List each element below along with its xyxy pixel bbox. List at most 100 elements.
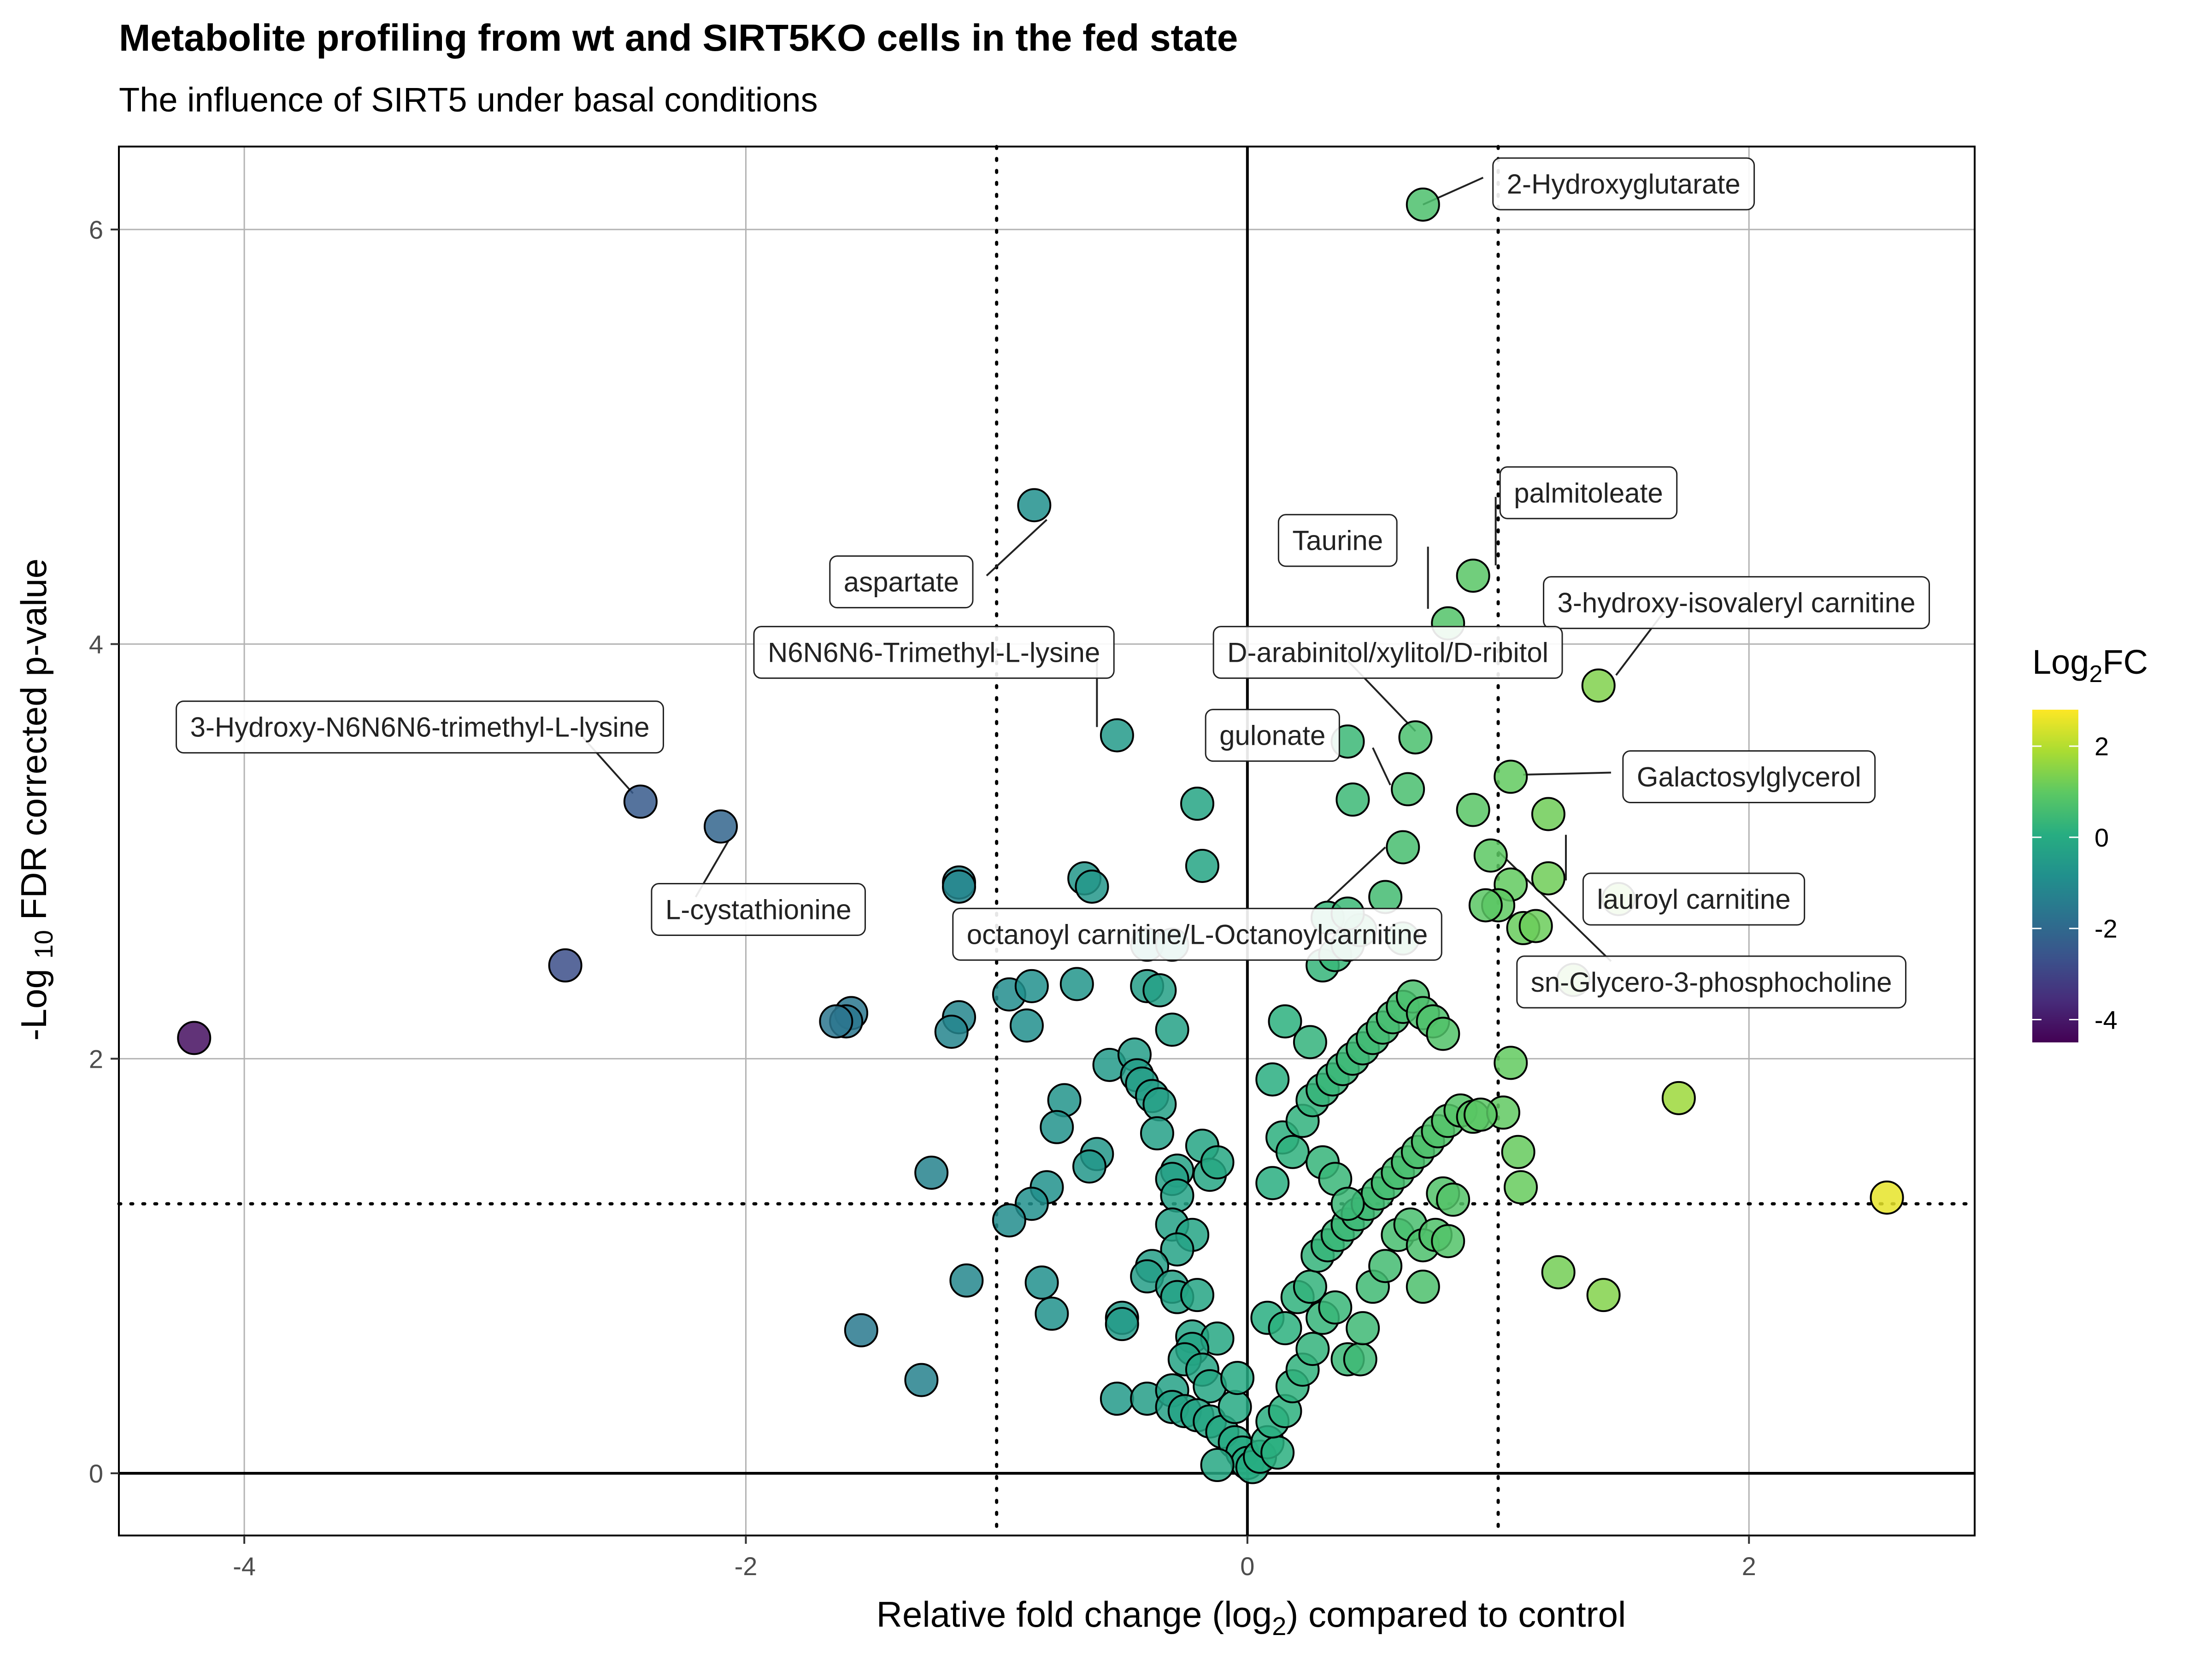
annotation-label-text: D-arabinitol/xylitol/D-ribitol: [1227, 637, 1548, 668]
chart-subtitle: The influence of SIRT5 under basal condi…: [119, 81, 818, 119]
data-point: [1017, 488, 1052, 523]
data-point: [1406, 187, 1440, 222]
annotation-label: sn-Glycero-3-phosphocholine: [1516, 955, 1906, 1009]
color-legend: Log2FC -4 -2 0 2: [2032, 643, 2148, 1042]
data-point: [1180, 787, 1215, 821]
data-point: [1531, 797, 1565, 831]
data-point: [1398, 720, 1433, 755]
data-point: [1456, 559, 1490, 593]
annotation-label-text: Taurine: [1292, 525, 1383, 556]
data-point: [1456, 793, 1490, 827]
annotation-label-box: [1212, 626, 1563, 679]
annotation-leader: [986, 519, 1047, 577]
annotation-label: Galactosylglycerol: [1622, 750, 1876, 804]
data-point: [1295, 1332, 1330, 1366]
data-point: [1105, 1307, 1139, 1341]
colorbar-tick-label: 0: [2094, 823, 2109, 852]
annotation-label-box: [1543, 576, 1930, 629]
data-point: [1275, 1135, 1310, 1169]
data-point: [1100, 1382, 1134, 1416]
data-point: [1160, 1232, 1194, 1267]
data-point: [1260, 1435, 1295, 1470]
data-point: [1335, 782, 1370, 817]
annotation-label-text: 2-Hydroxyglutarate: [1507, 169, 1741, 200]
annotation-label-text: sn-Glycero-3-phosphocholine: [1531, 967, 1892, 998]
data-point: [1293, 1025, 1327, 1059]
annotation-label: palmitoleate: [1499, 466, 1678, 519]
data-point: [949, 1263, 984, 1298]
data-point: [1318, 1290, 1353, 1325]
data-point: [1142, 973, 1177, 1007]
data-point: [1155, 1012, 1189, 1047]
data-point: [1140, 1116, 1174, 1151]
annotation-label: lauroyl carnitine: [1582, 872, 1806, 926]
chart-title: Metabolite profiling from wt and SIRT5KO…: [119, 17, 1238, 59]
annotation-label: 3-Hydroxy-N6N6N6-trimethyl-L-lysine: [176, 700, 664, 754]
data-point: [1268, 1311, 1302, 1346]
data-point: [1473, 838, 1508, 873]
data-point: [1255, 1166, 1290, 1200]
data-point: [1075, 869, 1109, 904]
data-point: [1268, 1004, 1302, 1039]
annotation-label-text: palmitoleate: [1514, 477, 1663, 508]
colorbar-tick-label: 2: [2094, 732, 2109, 761]
plot-panel-border: [118, 146, 1976, 1536]
annotation-label-box: [1492, 157, 1755, 211]
data-point: [1661, 1081, 1696, 1115]
annotation-label-box: [829, 555, 974, 609]
data-point: [623, 784, 658, 819]
data-point: [1494, 1046, 1528, 1080]
data-point: [1180, 1278, 1215, 1312]
data-point: [1059, 967, 1094, 1001]
annotation-label-text: lauroyl carnitine: [1597, 884, 1790, 915]
annotation-label: gulonate: [1205, 709, 1340, 762]
colorbar-ticks: -4 -2 0 2: [2032, 732, 2118, 1035]
data-point: [942, 869, 977, 904]
annotation-label: octanoyl carnitine/L-Octanoylcarnitine: [952, 907, 1442, 961]
annotation-label-text: 3-Hydroxy-N6N6N6-trimethyl-L-lysine: [190, 712, 650, 743]
x-tick-label: 0: [1240, 1552, 1254, 1581]
data-point: [1100, 718, 1134, 753]
data-point: [1870, 1180, 1904, 1215]
annotation-label: L-cystathionine: [651, 882, 866, 936]
annotation-label-text: gulonate: [1219, 720, 1325, 751]
x-tick-label: -4: [233, 1552, 256, 1581]
data-point: [1160, 1178, 1194, 1213]
data-point: [1255, 1062, 1290, 1097]
annotation-label-box: [1622, 750, 1876, 804]
data-point: [1218, 1390, 1252, 1424]
colorbar-tick-label: -4: [2094, 1006, 2118, 1035]
axis-ticks: -4 -2 0 2 0 2 4 6: [89, 215, 1756, 1581]
annotation-label: 2-Hydroxyglutarate: [1492, 157, 1755, 211]
data-point: [548, 948, 582, 982]
annotation-label-box: [1499, 466, 1678, 519]
colorbar: [2032, 710, 2078, 1042]
annotation-label-text: aspartate: [844, 567, 959, 598]
data-point: [992, 1203, 1026, 1238]
data-point: [1504, 1170, 1538, 1205]
x-tick-label: -2: [735, 1552, 758, 1581]
data-point: [904, 1363, 939, 1397]
data-point: [819, 1004, 853, 1039]
data-point: [1586, 1278, 1621, 1312]
data-point: [914, 1155, 949, 1190]
data-point: [1200, 1448, 1235, 1483]
legend-title: Log2FC: [2032, 643, 2148, 688]
annotation-label: Taurine: [1277, 514, 1398, 567]
y-tick-label: 6: [89, 215, 103, 244]
annotation-label-text: octanoyl carnitine/L-Octanoylcarnitine: [967, 919, 1428, 950]
annotation-label-box: [1516, 955, 1906, 1009]
data-points: [177, 187, 1904, 1484]
data-point: [1293, 1270, 1327, 1304]
y-tick-label: 4: [89, 630, 103, 659]
x-axis-title: Relative fold change (log2) compared to …: [877, 1594, 1626, 1641]
annotation-label: aspartate: [829, 555, 974, 609]
data-point: [934, 1014, 969, 1049]
annotation-leader: [1523, 771, 1611, 776]
data-point: [1501, 1135, 1535, 1169]
colorbar-tick-label: -2: [2094, 914, 2118, 943]
annotation-leader: [1327, 847, 1386, 902]
data-point: [1014, 969, 1049, 1003]
annotation-label: D-arabinitol/xylitol/D-ribitol: [1212, 626, 1563, 679]
